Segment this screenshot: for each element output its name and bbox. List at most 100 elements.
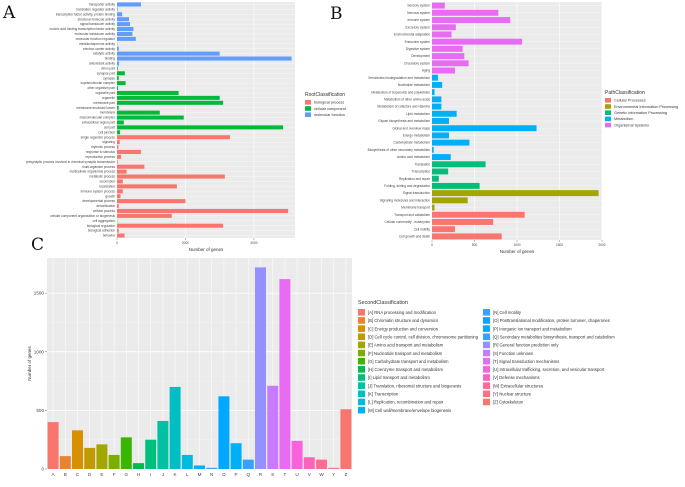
bar [117, 76, 119, 81]
legend-label: [T] Signal transduction mechanisms [493, 359, 559, 364]
x-tick-label: 4000 [250, 241, 257, 245]
bar [432, 60, 469, 67]
y-tick-label: localization [99, 184, 115, 188]
bar [432, 38, 523, 45]
legend-swatch [358, 374, 365, 381]
y-tick-label: biological adhesion [88, 229, 115, 233]
bar [117, 66, 118, 71]
y-tick-label: Immune system [408, 18, 431, 22]
y-tick-label: presynaptic process involved in chemical… [26, 160, 115, 164]
x-tick-label: G [125, 472, 129, 477]
x-tick-label: P [235, 472, 238, 477]
legend-swatch [483, 398, 490, 406]
chart-a-go-classification: 0 2000 4000 transporter activitytranslation… [26, 2, 347, 252]
y-tick-label: electron carrier activity [83, 47, 115, 51]
legend-swatch [483, 349, 490, 357]
legend-swatch [358, 357, 365, 365]
y-tick-label: other organism part [87, 86, 115, 90]
legend-swatch [358, 325, 365, 332]
y-tick-label: Glycan biosynthesis and metabolism [378, 119, 430, 123]
bar [117, 115, 184, 120]
x-tick-label: H [137, 472, 140, 477]
bar [117, 140, 120, 145]
legend-label: [Z] Cytoskeleton [493, 400, 524, 405]
bar [96, 444, 108, 469]
x-tick-label: E [100, 472, 103, 477]
y-tick-label: Transport and catabolism [394, 213, 430, 217]
legend-title: RootClassification [305, 92, 345, 98]
x-tick-label: A [52, 472, 56, 477]
y-tick-label: Metabolism of terpenoids and polyketides [371, 90, 430, 94]
y-tick-label: membrane part [93, 101, 115, 105]
y-tick-label: Sensory system [407, 4, 430, 8]
legend-swatch [483, 325, 490, 332]
bar [117, 17, 129, 22]
y-tick-label: antioxidant activity [89, 62, 115, 66]
y-axis-title: Number of genes [27, 345, 32, 380]
legend-label: biological process [314, 101, 344, 105]
bar [328, 467, 340, 469]
legend-swatch [358, 398, 365, 406]
bar [117, 31, 133, 36]
panel-label-a: A [2, 3, 16, 23]
bar [117, 56, 292, 61]
legend-swatch [358, 382, 365, 389]
legend-label: [R] General function prediction only [493, 343, 559, 348]
bar [432, 197, 468, 204]
y-tick-label: Folding, sorting and degradation [384, 184, 430, 188]
bar [432, 226, 455, 233]
bar [432, 53, 465, 60]
legend-swatch [358, 317, 365, 324]
y-tick-label: Excretory system [406, 25, 431, 29]
legend-swatch [483, 341, 490, 349]
y-tick-label: molecular function regulator [76, 37, 116, 41]
y-tick-label: Endocrine system [405, 40, 431, 44]
bar [432, 139, 470, 146]
x-tick-label: U [295, 472, 298, 477]
y-tick-label: binding [105, 57, 116, 61]
legend-swatch [483, 390, 490, 398]
x-tick-label: 0 [116, 241, 118, 245]
y-tick-label: Amino acid metabolism [397, 155, 430, 159]
bar [432, 67, 455, 74]
legend-label: cellular component [314, 107, 347, 111]
bar [117, 135, 230, 140]
y-tick-label: Replication and repair [399, 177, 431, 181]
bar [432, 45, 463, 52]
bar [117, 90, 179, 95]
y-tick-label: Nervous system [407, 11, 430, 15]
bar [117, 86, 119, 91]
bar [117, 12, 123, 17]
bar [120, 437, 132, 469]
legend-swatch [483, 357, 490, 365]
bar [432, 190, 599, 197]
y-tick-label: 1000 [34, 349, 45, 354]
legend-label: molecular function [314, 113, 345, 117]
x-tick-label: W [319, 472, 324, 477]
legend-label: [Q] Secondary metabolites biosynthesis, … [493, 334, 615, 339]
y-tick-label: Cell growth and death [399, 234, 430, 238]
y-tick-label: behavior [103, 234, 116, 238]
y-tick-label: Environmental adaptation [394, 33, 430, 37]
legend-label: Organismal Systems [614, 123, 649, 127]
legend-label: [L] Replication, recombination and repai… [368, 400, 444, 405]
legend-title: SecondClassification [358, 300, 408, 306]
y-tick-label: Aging [422, 69, 430, 73]
legend-swatch [305, 100, 311, 105]
bar [117, 194, 121, 199]
bar [432, 17, 511, 23]
bar [432, 74, 438, 81]
legend-swatch [358, 333, 365, 341]
x-tick-label: 2000 [182, 241, 189, 245]
y-tick-label: locomotion [100, 180, 116, 184]
y-tick-label: Metabolism of other amino acids [384, 97, 430, 101]
legend-title: PathClassification [605, 90, 645, 96]
y-tick-label: multicellular organismal process [70, 170, 116, 174]
legend-swatch [483, 333, 490, 341]
y-tick-label: structural molecule activity [78, 17, 116, 21]
legend-label: [C] Energy production and conversion [368, 326, 439, 331]
legend-label: [I] Lipid transport and metabolism [368, 375, 430, 380]
x-tick-label: B [64, 472, 67, 477]
legend-label: [D] Cell cycle control, cell division, c… [368, 334, 479, 339]
bar [432, 118, 449, 124]
